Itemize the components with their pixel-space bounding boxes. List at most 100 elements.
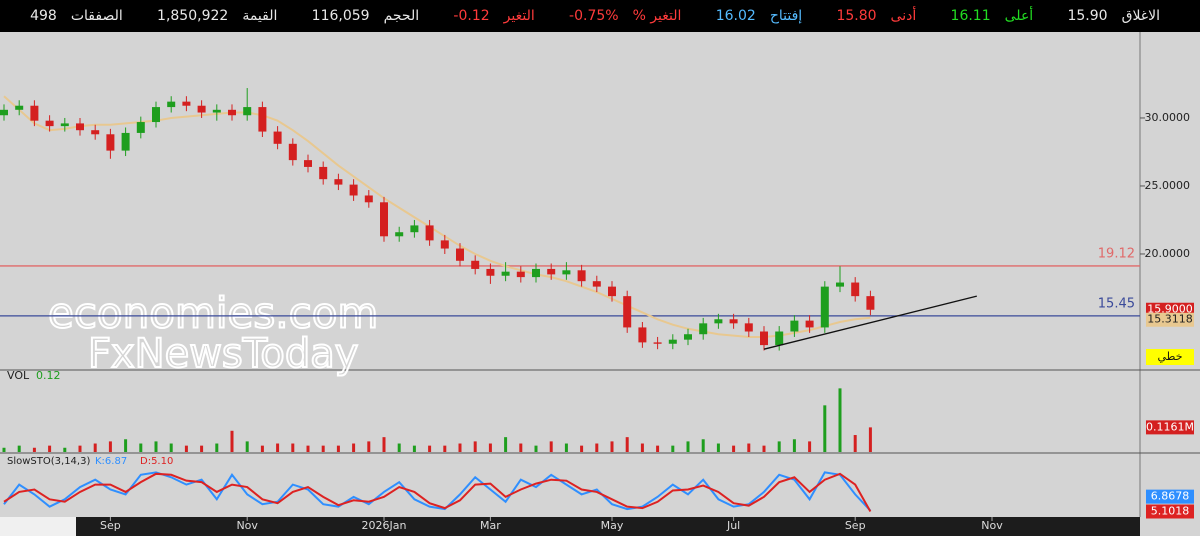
volume-bar (473, 441, 477, 452)
volume-bar (412, 445, 416, 452)
volume-bar (2, 447, 6, 452)
candle-body (167, 101, 176, 108)
volume-bar (564, 443, 568, 452)
candle-body (288, 143, 297, 161)
candle-body (577, 270, 586, 282)
volume-last: 0.12 (36, 369, 61, 382)
candle-body (851, 282, 860, 297)
stoch-d-tag: 5.1018 (1151, 505, 1190, 518)
candle-body (866, 296, 875, 310)
moving-average (3, 95, 871, 338)
candle-body (152, 107, 160, 123)
volume-bar (868, 427, 872, 452)
candle-body (592, 281, 601, 287)
candle-body (501, 271, 510, 276)
header-value: 15.80 (836, 8, 877, 24)
candle-body (836, 282, 844, 287)
stoch-k-line (3, 471, 872, 512)
candle-body (243, 107, 252, 116)
volume-bar (245, 441, 249, 452)
candle-body (15, 105, 24, 110)
y-tick-label: 25.0000 (1145, 179, 1191, 192)
header-value: 16.02 (715, 8, 756, 24)
scale-button[interactable] (1146, 349, 1194, 365)
volume-bar (580, 445, 584, 452)
trendline (763, 295, 977, 350)
volume-bar (32, 447, 36, 452)
y-tick-label: 20.0000 (1145, 247, 1191, 260)
volume-bar (488, 443, 492, 452)
volume-bar (382, 437, 386, 452)
header-item: الحجم 116,059 (312, 8, 419, 24)
candle-body (668, 339, 677, 344)
candle-body (805, 320, 814, 328)
volume-bar (762, 445, 766, 452)
candle-body (729, 319, 738, 324)
stoch-k-tag: 6.8678 (1151, 490, 1190, 503)
header-item: إفتتاح 16.02 (716, 8, 802, 24)
header-label: إفتتاح (769, 8, 803, 24)
candle-body (60, 123, 69, 127)
header-label: أعلى (1004, 8, 1034, 24)
candle-body (516, 271, 525, 278)
candle-body (334, 179, 343, 185)
volume-bar (549, 441, 553, 452)
level-label: 19.12 (1098, 246, 1135, 261)
corner (0, 517, 76, 536)
x-tick-label: Sep (100, 519, 121, 532)
candle-body (714, 319, 723, 324)
candle-body (0, 109, 8, 116)
volume-bar (610, 441, 614, 452)
header-value: 116,059 (311, 8, 370, 24)
candle-body (623, 296, 632, 328)
candle-body (30, 105, 39, 121)
volume-bar (139, 443, 143, 452)
volume-bar (169, 443, 173, 452)
volume-bar (808, 441, 812, 452)
volume-bar (215, 443, 219, 452)
volume-bar (838, 388, 842, 452)
volume-bar (48, 445, 52, 452)
stoch-title: SlowSTO(3,14,3) (7, 456, 90, 467)
candle-body (380, 202, 388, 237)
watermark: economies.com (48, 289, 378, 338)
ma-tag: 15.3118 (1147, 313, 1193, 326)
stoch-d-line (3, 472, 872, 512)
watermark: FxNewsToday (88, 331, 358, 377)
volume-bar (686, 441, 690, 452)
candle-body (820, 286, 829, 328)
scale-label: خطي (1158, 350, 1183, 363)
volume-bar (78, 445, 82, 452)
volume-bar (336, 445, 340, 452)
volume-bar (443, 445, 447, 452)
volume-bar (428, 445, 432, 452)
x-tick-label: Nov (981, 519, 1003, 532)
header-item: الصفقات 498 (30, 8, 123, 24)
candle-body (76, 123, 84, 131)
stoch-d-label: D:5.10 (140, 456, 173, 467)
candle-body (744, 323, 753, 332)
candle-body (532, 268, 540, 278)
volume-bar (823, 405, 827, 452)
candle-body (425, 225, 434, 241)
volume-bar (63, 447, 67, 452)
x-tick-label: Mar (480, 519, 501, 532)
header-label: الحجم (383, 8, 420, 24)
volume-bar (595, 443, 599, 452)
x-tick-label: Nov (236, 519, 258, 532)
candle-body (197, 105, 206, 113)
volume-bar (184, 445, 188, 452)
x-tick-label: Jul (726, 519, 740, 532)
volume-bar (321, 445, 325, 452)
candle-body (45, 120, 54, 127)
volume-bar (701, 439, 705, 452)
stoch-d-tag-box (1146, 504, 1194, 519)
y-tick-label: 30.0000 (1145, 111, 1191, 124)
ma-tag-box (1146, 312, 1194, 327)
candle-body (228, 109, 236, 116)
header-value: 16.11 (950, 8, 991, 24)
header-label: القيمة (242, 8, 278, 24)
header-item: القيمة 1,850,922 (157, 8, 277, 24)
